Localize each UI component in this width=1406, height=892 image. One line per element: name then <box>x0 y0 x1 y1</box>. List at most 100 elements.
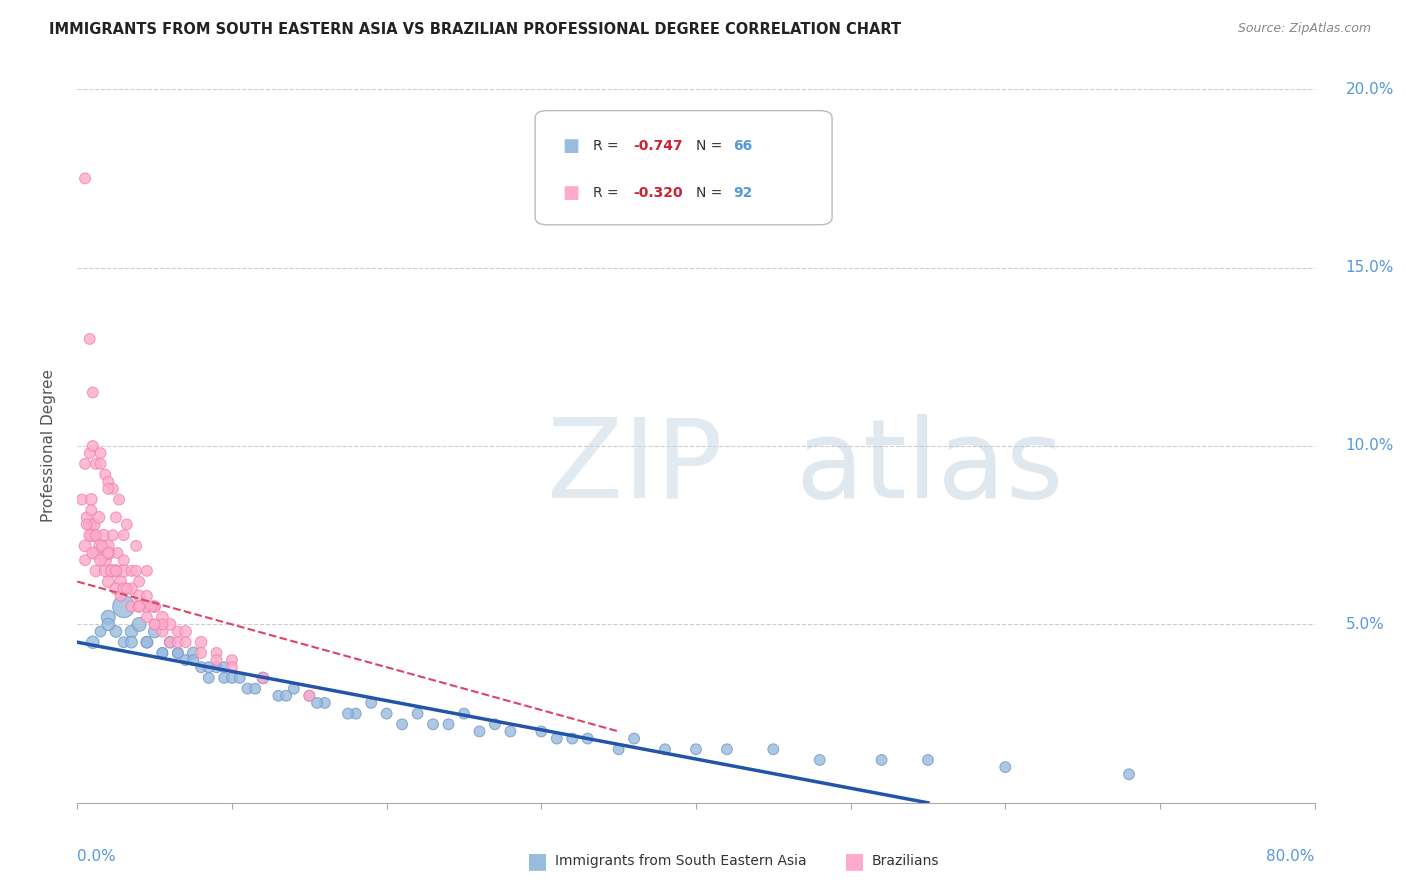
Text: -0.320: -0.320 <box>633 186 682 200</box>
Text: 10.0%: 10.0% <box>1346 439 1393 453</box>
Point <box>337 706 360 721</box>
Point <box>83 517 105 532</box>
Point <box>128 617 150 632</box>
Point <box>276 689 298 703</box>
Point <box>183 653 205 667</box>
Point <box>307 696 329 710</box>
Y-axis label: Professional Degree: Professional Degree <box>42 369 56 523</box>
Point <box>197 671 219 685</box>
Point <box>152 624 174 639</box>
Point <box>80 503 103 517</box>
Point <box>252 671 274 685</box>
Point <box>91 539 114 553</box>
Point <box>84 564 107 578</box>
Point <box>143 624 166 639</box>
Point <box>97 539 120 553</box>
Text: 0.0%: 0.0% <box>77 849 117 864</box>
Point <box>576 731 599 746</box>
Text: ■: ■ <box>562 136 579 154</box>
Point <box>437 717 460 731</box>
Point <box>87 510 110 524</box>
Point <box>298 689 321 703</box>
Point <box>174 653 197 667</box>
Text: atlas: atlas <box>794 414 1063 521</box>
Point <box>121 599 143 614</box>
Text: N =: N = <box>696 186 727 200</box>
Point <box>136 610 159 624</box>
Point <box>97 546 120 560</box>
Text: 5.0%: 5.0% <box>1346 617 1385 632</box>
Point <box>121 635 143 649</box>
Point <box>654 742 676 756</box>
Point <box>314 696 336 710</box>
Point <box>870 753 893 767</box>
Point <box>101 482 124 496</box>
Point <box>994 760 1017 774</box>
Text: 92: 92 <box>733 186 752 200</box>
Point <box>97 546 120 560</box>
Text: 80.0%: 80.0% <box>1267 849 1315 864</box>
Point <box>93 528 115 542</box>
Point <box>214 660 236 674</box>
Point <box>100 564 122 578</box>
Text: -0.747: -0.747 <box>633 139 682 153</box>
Point <box>283 681 305 696</box>
Point <box>344 706 367 721</box>
Point <box>90 553 111 567</box>
Point <box>245 681 267 696</box>
Point <box>125 564 148 578</box>
Point <box>136 564 159 578</box>
Point <box>152 617 174 632</box>
Point <box>205 660 228 674</box>
Point <box>75 553 96 567</box>
Point <box>152 646 174 660</box>
Point <box>97 482 120 496</box>
Point <box>453 706 475 721</box>
Point <box>97 617 120 632</box>
Point <box>561 731 583 746</box>
Point <box>499 724 522 739</box>
Point <box>97 574 120 589</box>
Point <box>159 635 181 649</box>
Text: ZIP: ZIP <box>547 414 723 521</box>
Point <box>221 671 243 685</box>
Point <box>107 546 129 560</box>
Text: R =: R = <box>593 186 623 200</box>
Point <box>101 528 124 542</box>
Point <box>136 635 159 649</box>
Point <box>112 528 135 542</box>
Point <box>90 624 111 639</box>
Point <box>136 589 159 603</box>
Point <box>105 564 127 578</box>
Point <box>82 439 104 453</box>
Point <box>112 582 135 596</box>
Point <box>623 731 645 746</box>
Point <box>406 706 429 721</box>
Point <box>79 446 101 460</box>
Point <box>128 599 150 614</box>
Point <box>128 574 150 589</box>
Point <box>143 599 166 614</box>
Point <box>105 510 127 524</box>
Point <box>82 385 104 400</box>
Point <box>112 553 135 567</box>
Point <box>159 617 181 632</box>
Point <box>112 635 135 649</box>
Point <box>197 660 219 674</box>
Point <box>84 528 107 542</box>
Point <box>94 467 117 482</box>
Point <box>391 717 413 731</box>
Point <box>121 582 143 596</box>
Point <box>76 510 98 524</box>
Point <box>167 635 190 649</box>
Point <box>90 446 111 460</box>
Point <box>546 731 568 746</box>
Text: 15.0%: 15.0% <box>1346 260 1393 275</box>
Point <box>205 653 228 667</box>
Point <box>422 717 444 731</box>
Point <box>82 546 104 560</box>
Point <box>115 582 138 596</box>
Point <box>167 624 190 639</box>
Point <box>79 517 101 532</box>
Point <box>94 553 117 567</box>
